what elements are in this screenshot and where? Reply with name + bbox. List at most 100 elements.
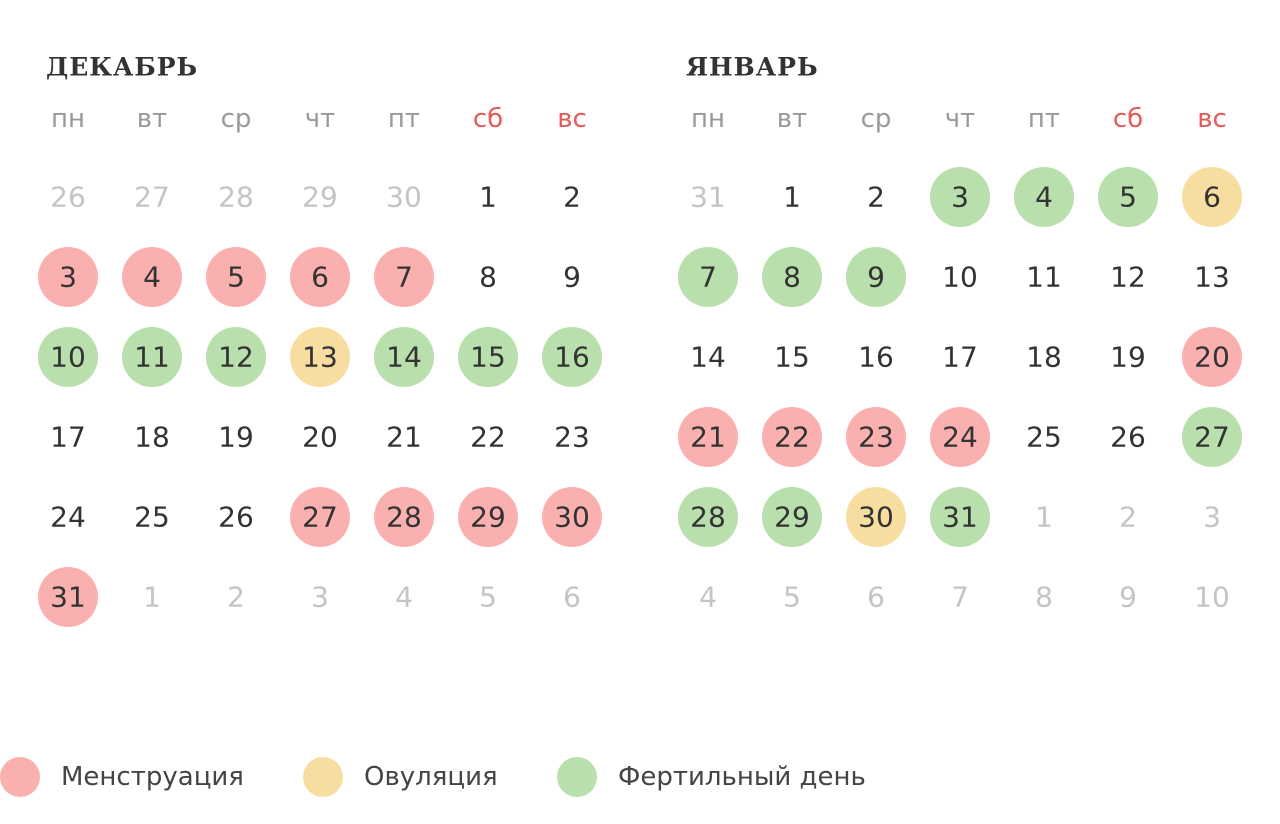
day-cell: 27 xyxy=(290,487,350,547)
day-marker xyxy=(1182,327,1242,387)
day-number: 14 xyxy=(386,341,422,374)
weekday-label: ср xyxy=(861,104,892,134)
day-cell: 6 xyxy=(867,581,885,614)
day-cell: 7 xyxy=(951,581,969,614)
day-cell: 11 xyxy=(1026,261,1062,294)
day-cell: 5 xyxy=(206,247,266,307)
day-marker xyxy=(1182,167,1242,227)
day-number: 28 xyxy=(690,501,726,534)
day-cell: 23 xyxy=(554,421,590,454)
day-marker xyxy=(1182,407,1242,467)
day-marker xyxy=(206,327,266,387)
day-cell: 31 xyxy=(38,567,98,627)
day-number: 31 xyxy=(942,501,978,534)
day-cell: 9 xyxy=(1119,581,1137,614)
day-cell: 18 xyxy=(1026,341,1062,374)
day-marker xyxy=(678,407,738,467)
day-cell: 1 xyxy=(479,181,497,214)
day-number: 6 xyxy=(311,261,329,294)
day-cell: 9 xyxy=(846,247,906,307)
day-number: 20 xyxy=(1194,341,1230,374)
day-cell: 15 xyxy=(774,341,810,374)
day-cell: 19 xyxy=(218,421,254,454)
month-title: ЯНВАРЬ xyxy=(686,53,819,82)
day-number: 20 xyxy=(302,421,338,454)
day-number: 19 xyxy=(1110,341,1146,374)
day-number: 5 xyxy=(227,261,245,294)
day-cell: 8 xyxy=(762,247,822,307)
day-marker xyxy=(374,247,434,307)
day-number: 22 xyxy=(774,421,810,454)
day-marker xyxy=(290,327,350,387)
day-number: 31 xyxy=(690,181,726,214)
day-cell: 5 xyxy=(1098,167,1158,227)
weekday-label: чт xyxy=(305,104,336,134)
day-cell: 25 xyxy=(134,501,170,534)
day-marker xyxy=(762,407,822,467)
day-cell: 28 xyxy=(218,181,254,214)
day-marker xyxy=(374,487,434,547)
day-number: 23 xyxy=(858,421,894,454)
day-number: 25 xyxy=(1026,421,1062,454)
day-cell: 4 xyxy=(122,247,182,307)
day-number: 24 xyxy=(50,501,86,534)
day-cell: 27 xyxy=(134,181,170,214)
day-cell: 3 xyxy=(311,581,329,614)
day-cell: 29 xyxy=(762,487,822,547)
day-number: 8 xyxy=(479,261,497,294)
day-cell: 10 xyxy=(1194,581,1230,614)
day-number: 12 xyxy=(218,341,254,374)
day-number: 26 xyxy=(218,501,254,534)
day-number: 29 xyxy=(774,501,810,534)
day-number: 5 xyxy=(783,581,801,614)
day-cell: 16 xyxy=(858,341,894,374)
day-number: 16 xyxy=(858,341,894,374)
day-cell: 31 xyxy=(690,181,726,214)
day-cell: 7 xyxy=(374,247,434,307)
day-number: 10 xyxy=(50,341,86,374)
day-number: 24 xyxy=(942,421,978,454)
day-number: 15 xyxy=(774,341,810,374)
day-marker xyxy=(374,327,434,387)
day-marker xyxy=(38,327,98,387)
weekday-label: сб xyxy=(1113,104,1143,134)
weekday-label: пн xyxy=(51,104,85,134)
day-number: 27 xyxy=(302,501,338,534)
day-cell: 13 xyxy=(290,327,350,387)
day-cell: 17 xyxy=(942,341,978,374)
day-number: 22 xyxy=(470,421,506,454)
day-marker xyxy=(678,487,738,547)
legend-label: Овуляция xyxy=(364,762,498,792)
day-number: 11 xyxy=(1026,261,1062,294)
day-marker xyxy=(1098,167,1158,227)
day-cell: 2 xyxy=(1119,501,1137,534)
weekday-label: чт xyxy=(945,104,976,134)
day-marker xyxy=(290,247,350,307)
day-cell: 20 xyxy=(1182,327,1242,387)
day-cell: 16 xyxy=(542,327,602,387)
day-marker xyxy=(1014,167,1074,227)
day-number: 21 xyxy=(386,421,422,454)
day-cell: 6 xyxy=(290,247,350,307)
day-cell: 11 xyxy=(122,327,182,387)
day-number: 26 xyxy=(1110,421,1146,454)
day-number: 15 xyxy=(470,341,506,374)
day-cell: 4 xyxy=(699,581,717,614)
day-cell: 14 xyxy=(690,341,726,374)
day-number: 2 xyxy=(227,581,245,614)
day-number: 31 xyxy=(50,581,86,614)
weekday-label: пт xyxy=(1028,104,1060,134)
day-cell: 1 xyxy=(1035,501,1053,534)
day-cell: 9 xyxy=(563,261,581,294)
day-number: 7 xyxy=(699,261,717,294)
day-marker xyxy=(930,487,990,547)
day-number: 6 xyxy=(867,581,885,614)
day-number: 30 xyxy=(386,181,422,214)
day-cell: 28 xyxy=(374,487,434,547)
day-number: 14 xyxy=(690,341,726,374)
day-cell: 4 xyxy=(395,581,413,614)
day-cell: 26 xyxy=(218,501,254,534)
weekday-label: вт xyxy=(777,104,807,134)
